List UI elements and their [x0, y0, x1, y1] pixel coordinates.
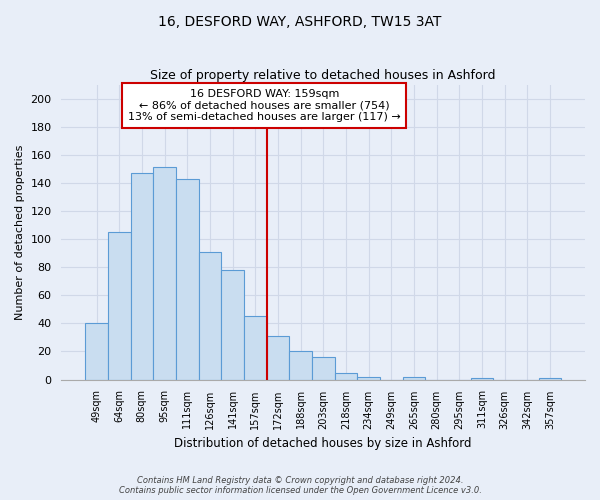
X-axis label: Distribution of detached houses by size in Ashford: Distribution of detached houses by size …: [175, 437, 472, 450]
Bar: [470, 378, 493, 380]
Title: Size of property relative to detached houses in Ashford: Size of property relative to detached ho…: [151, 69, 496, 82]
Bar: [85, 324, 108, 380]
Bar: [312, 357, 335, 380]
Bar: [335, 372, 357, 380]
Y-axis label: Number of detached properties: Number of detached properties: [15, 144, 25, 320]
Bar: [357, 377, 380, 380]
Bar: [403, 377, 425, 380]
Bar: [244, 316, 266, 380]
Bar: [108, 232, 131, 380]
Bar: [176, 178, 199, 380]
Bar: [131, 173, 153, 380]
Bar: [539, 378, 561, 380]
Text: 16 DESFORD WAY: 159sqm
← 86% of detached houses are smaller (754)
13% of semi-de: 16 DESFORD WAY: 159sqm ← 86% of detached…: [128, 89, 401, 122]
Text: 16, DESFORD WAY, ASHFORD, TW15 3AT: 16, DESFORD WAY, ASHFORD, TW15 3AT: [158, 15, 442, 29]
Bar: [153, 168, 176, 380]
Bar: [221, 270, 244, 380]
Text: Contains HM Land Registry data © Crown copyright and database right 2024.
Contai: Contains HM Land Registry data © Crown c…: [119, 476, 481, 495]
Bar: [266, 336, 289, 380]
Bar: [199, 252, 221, 380]
Bar: [289, 352, 312, 380]
